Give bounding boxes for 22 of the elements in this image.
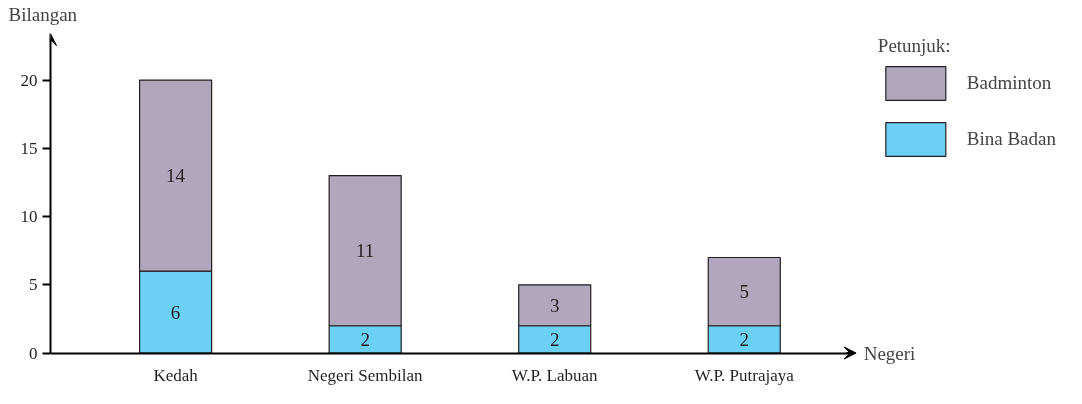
legend-label: Badminton <box>966 72 1052 94</box>
data-label: 6 <box>170 301 181 323</box>
x-tick-label: Negeri Sembilan <box>307 366 424 386</box>
x-axis-title: Negeri <box>863 342 916 364</box>
data-label: 2 <box>549 328 560 350</box>
data-label: 14 <box>166 165 186 187</box>
y-tick-label: 15 <box>20 138 38 158</box>
data-label: 2 <box>360 328 370 350</box>
y-tick-label: 10 <box>20 207 38 227</box>
data-label: 5 <box>739 281 750 303</box>
x-tick-label: W.P. Labuan <box>511 366 599 386</box>
x-tick-label: W.P. Putrajaya <box>694 366 795 386</box>
y-axis-title: Bilangan <box>8 3 78 25</box>
y-tick-label: 0 <box>29 343 38 363</box>
data-label: 11 <box>356 240 375 262</box>
data-label: 3 <box>549 294 560 316</box>
x-tick-label: Kedah <box>153 366 199 386</box>
data-label: 2 <box>739 328 750 350</box>
legend-label: Bina Badan <box>966 128 1056 150</box>
y-tick-label: 5 <box>29 275 38 295</box>
y-tick-label: 20 <box>20 70 38 90</box>
legend-title: Petunjuk: <box>877 35 952 57</box>
